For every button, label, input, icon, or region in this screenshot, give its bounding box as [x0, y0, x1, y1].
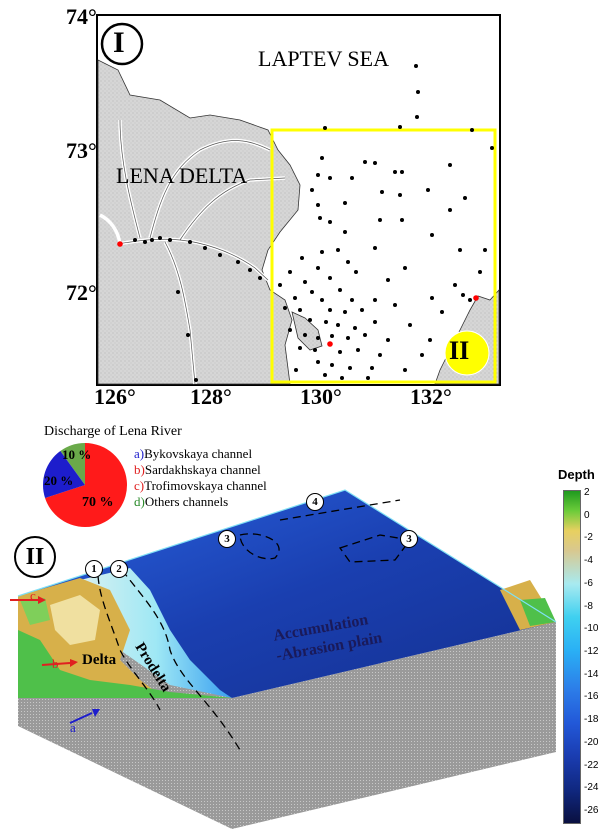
lat-label-72: 72° [66, 280, 97, 305]
pie-label-20: 20 % [44, 473, 74, 488]
depth-tick-label: -14 [584, 668, 599, 680]
laptev-sea-label: LAPTEV SEA [258, 46, 389, 71]
legend-item-2: c)Trofimovskaya channel [134, 478, 267, 494]
depth-tick-label: -22 [584, 759, 599, 771]
legend-prefix: c) [134, 478, 145, 493]
depth-tick-label: -4 [584, 555, 593, 567]
depth-tick-label: -6 [584, 577, 593, 589]
zone-marker-2: 2 [110, 560, 128, 578]
lon-label-128: 128° [190, 384, 232, 409]
map-panel-i [96, 14, 501, 386]
legend-item-3: d)Others channels [134, 494, 228, 510]
depth-tick-label: -2 [584, 532, 593, 544]
lon-label-126: 126° [94, 384, 136, 409]
inset-marker-circle [444, 330, 490, 376]
depth-tick-label: -12 [584, 646, 599, 657]
depth-colorbar [563, 490, 581, 824]
pie-label-10: 10 % [62, 447, 92, 462]
lon-label-130: 130° [300, 384, 342, 409]
legend-prefix: b) [134, 462, 145, 477]
depth-tick-label: -24 [584, 782, 599, 794]
depth-tick-label: -26 [584, 805, 599, 816]
arrow-label-a: a [70, 720, 76, 735]
pie-slice-c [45, 443, 127, 527]
lat-label-74: 74° [66, 4, 97, 29]
legend-item-1: b)Sardakhskaya channel [134, 462, 261, 478]
legend-text: Trofimovskaya channel [144, 478, 267, 493]
arrow-label-b: b [52, 656, 59, 671]
depth-tick-label: -8 [584, 600, 593, 612]
surface-delta-green [18, 630, 232, 698]
legend-prefix: d) [134, 494, 145, 509]
inset-marker: II [449, 336, 470, 365]
legend-prefix: a) [134, 446, 145, 461]
depth-tick-label: -18 [584, 714, 599, 726]
pie-label-70: 70 % [82, 495, 114, 510]
land-island [291, 311, 323, 351]
legend-text: Bykovskaya channel [144, 446, 253, 461]
lon-label-132: 132° [410, 384, 452, 409]
zone-marker-1: 1 [85, 560, 103, 578]
delta-channel-outlines [117, 119, 286, 385]
delta-label: Delta [82, 652, 117, 668]
depth-tick-label: -10 [584, 623, 599, 635]
station-points [133, 64, 494, 382]
zone-marker-4: 4 [306, 493, 324, 511]
block-side-front [232, 622, 556, 829]
surface-prodelta [80, 568, 232, 698]
bathymetry-3d-panel-ii [10, 489, 557, 829]
zone-marker-3a: 3 [218, 530, 236, 548]
zone-marker-3b: 3 [400, 530, 418, 548]
legend-text: Sardakhskaya channel [144, 462, 261, 477]
lena-delta-label: LENA DELTA [116, 163, 248, 188]
panel-i-marker: I [113, 26, 125, 59]
channel-arrows [10, 596, 100, 724]
legend-text: Others channels [144, 494, 229, 509]
discharge-pie [42, 443, 127, 527]
depth-tick-label: 0 [584, 509, 590, 521]
depth-scale-title: Depth [558, 467, 595, 482]
depth-tick-label: -16 [584, 691, 599, 703]
panel-i-marker-circle [100, 22, 144, 66]
depth-tick-label: 2 [584, 487, 590, 498]
highlight-stations [117, 241, 479, 347]
discharge-title: Discharge of Lena River [44, 424, 182, 439]
pie-slice-d [60, 443, 85, 485]
pie-slice-a [42, 451, 85, 498]
legend-item-0: a)Bykovskaya channel [134, 446, 252, 462]
study-area-box [270, 128, 497, 384]
lat-label-73: 73° [66, 138, 97, 163]
arrow-label-c: c [30, 588, 36, 603]
depth-tick-label: -20 [584, 736, 599, 748]
panel-ii-marker: II [14, 536, 56, 578]
